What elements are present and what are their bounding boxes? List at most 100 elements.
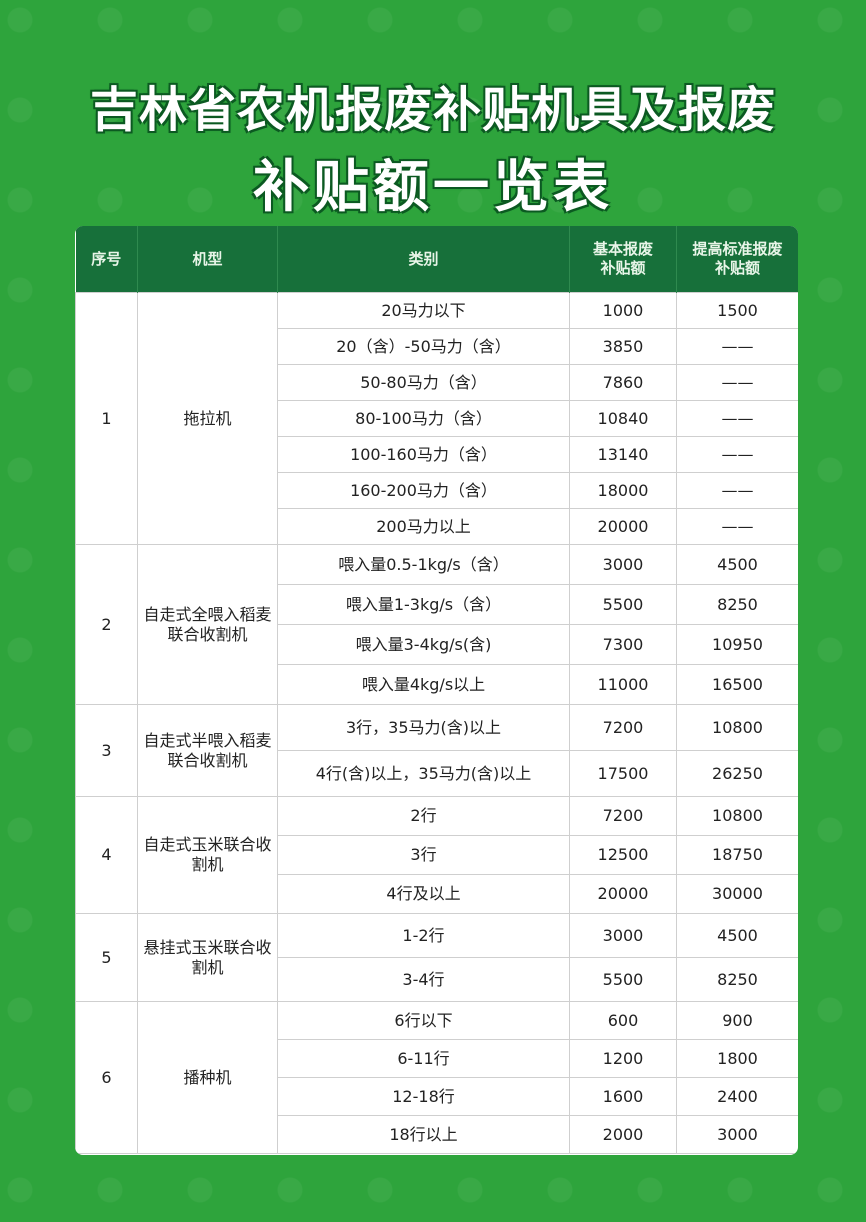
cell-category: 2行	[277, 796, 570, 836]
cell-raised: ——	[676, 508, 798, 545]
cell-raised: 10800	[676, 704, 798, 751]
cell-basic: 20000	[569, 874, 677, 914]
cell-basic: 7300	[569, 624, 677, 665]
table-row: 80-100马力（含） 10840 ——	[76, 400, 798, 437]
cell-category: 20（含）-50马力（含）	[277, 328, 570, 365]
table-row: 160-200马力（含） 18000 ——	[76, 472, 798, 509]
cell-raised: 8250	[676, 584, 798, 625]
header-no: 序号	[75, 226, 138, 293]
header-category: 类别	[277, 226, 570, 293]
cell-raised: ——	[676, 364, 798, 401]
table-row: 18行以上 2000 3000	[76, 1115, 798, 1154]
cell-raised: 10950	[676, 624, 798, 665]
cell-basic: 7200	[569, 704, 677, 751]
table-row: 1 拖拉机 20马力以下 1000 1500	[75, 292, 798, 545]
cell-category: 200马力以上	[277, 508, 570, 545]
header-model: 机型	[137, 226, 278, 293]
cell-raised: ——	[676, 400, 798, 437]
cell-raised: 4500	[676, 913, 798, 958]
cell-basic: 5500	[569, 957, 677, 1002]
cell-category: 1-2行	[277, 913, 570, 958]
cell-category: 20马力以下	[277, 292, 570, 329]
cell-basic: 10840	[569, 400, 677, 437]
cell-category: 6行以下	[277, 1001, 570, 1040]
cell-category: 喂入量0.5-1kg/s（含）	[277, 544, 570, 585]
cell-basic: 3850	[569, 328, 677, 365]
cell-category: 100-160马力（含）	[277, 436, 570, 473]
cell-raised: 18750	[676, 835, 798, 875]
cell-basic: 18000	[569, 472, 677, 509]
cell-raised: 1500	[676, 292, 798, 329]
cell-model: 播种机	[137, 1001, 278, 1154]
cell-model: 悬挂式玉米联合收割机	[137, 913, 278, 1002]
table-row: 6 播种机 6行以下 600 900	[75, 1001, 798, 1154]
cell-raised: 30000	[676, 874, 798, 914]
table-row: 喂入量1-3kg/s（含） 5500 8250	[76, 584, 798, 625]
cell-category: 50-80马力（含）	[277, 364, 570, 401]
cell-basic: 7200	[569, 796, 677, 836]
cell-category: 4行及以上	[277, 874, 570, 914]
table-header: 序号 机型 类别 基本报废补贴额 提高标准报废补贴额	[75, 226, 798, 293]
cell-no: 1	[75, 292, 138, 545]
table-row: 100-160马力（含） 13140 ——	[76, 436, 798, 473]
cell-basic: 1200	[569, 1039, 677, 1078]
cell-basic: 600	[569, 1001, 677, 1040]
cell-raised: 26250	[676, 750, 798, 797]
table-row: 4 自走式玉米联合收割机 2行 7200 10800	[75, 796, 798, 914]
table-row: 4行及以上 20000 30000	[76, 874, 798, 914]
cell-category: 12-18行	[277, 1077, 570, 1116]
table-row: 12-18行 1600 2400	[76, 1077, 798, 1116]
cell-raised: ——	[676, 328, 798, 365]
header-basic: 基本报废补贴额	[569, 226, 677, 293]
cell-raised: ——	[676, 436, 798, 473]
cell-basic: 12500	[569, 835, 677, 875]
table-row: 5 悬挂式玉米联合收割机 1-2行 3000 4500	[75, 913, 798, 1002]
table-row: 3 自走式半喂入稻麦联合收割机 3行，35马力(含)以上 7200 10800	[75, 704, 798, 797]
cell-raised: 2400	[676, 1077, 798, 1116]
cell-category: 6-11行	[277, 1039, 570, 1078]
cell-raised: 8250	[676, 957, 798, 1002]
table-row: 2 自走式全喂入稻麦联合收割机 喂入量0.5-1kg/s（含） 3000 4500	[75, 544, 798, 705]
cell-category: 3行	[277, 835, 570, 875]
cell-category: 喂入量4kg/s以上	[277, 664, 570, 705]
cell-category: 3行，35马力(含)以上	[277, 704, 570, 751]
cell-category: 80-100马力（含）	[277, 400, 570, 437]
cell-model: 拖拉机	[137, 292, 278, 545]
table-row: 50-80马力（含） 7860 ——	[76, 364, 798, 401]
cell-basic: 7860	[569, 364, 677, 401]
table-row: 200马力以上 20000 ——	[76, 508, 798, 545]
cell-raised: 10800	[676, 796, 798, 836]
table-row: 3-4行 5500 8250	[76, 957, 798, 1002]
cell-raised: ——	[676, 472, 798, 509]
cell-category: 160-200马力（含）	[277, 472, 570, 509]
cell-model: 自走式全喂入稻麦联合收割机	[137, 544, 278, 705]
cell-category: 喂入量1-3kg/s（含）	[277, 584, 570, 625]
cell-raised: 900	[676, 1001, 798, 1040]
cell-basic: 3000	[569, 913, 677, 958]
cell-raised: 1800	[676, 1039, 798, 1078]
cell-raised: 4500	[676, 544, 798, 585]
cell-basic: 1600	[569, 1077, 677, 1116]
cell-basic: 5500	[569, 584, 677, 625]
cell-basic: 17500	[569, 750, 677, 797]
cell-basic: 20000	[569, 508, 677, 545]
table-row: 6-11行 1200 1800	[76, 1039, 798, 1078]
cell-basic: 13140	[569, 436, 677, 473]
cell-category: 4行(含)以上，35马力(含)以上	[277, 750, 570, 797]
cell-basic: 3000	[569, 544, 677, 585]
cell-no: 6	[75, 1001, 138, 1154]
subsidy-table: 序号 机型 类别 基本报废补贴额 提高标准报废补贴额 1 拖拉机 20马力以下 100…	[75, 226, 798, 1155]
table-row: 3行 12500 18750	[76, 835, 798, 875]
cell-no: 5	[75, 913, 138, 1002]
cell-category: 喂入量3-4kg/s(含)	[277, 624, 570, 665]
cell-category: 18行以上	[277, 1115, 570, 1154]
page-subtitle: 补贴额一览表	[253, 155, 613, 220]
cell-no: 4	[75, 796, 138, 914]
cell-no: 3	[75, 704, 138, 797]
cell-model: 自走式半喂入稻麦联合收割机	[137, 704, 278, 797]
cell-category: 3-4行	[277, 957, 570, 1002]
cell-raised: 16500	[676, 664, 798, 705]
cell-basic: 1000	[569, 292, 677, 329]
cell-basic: 11000	[569, 664, 677, 705]
cell-model: 自走式玉米联合收割机	[137, 796, 278, 914]
